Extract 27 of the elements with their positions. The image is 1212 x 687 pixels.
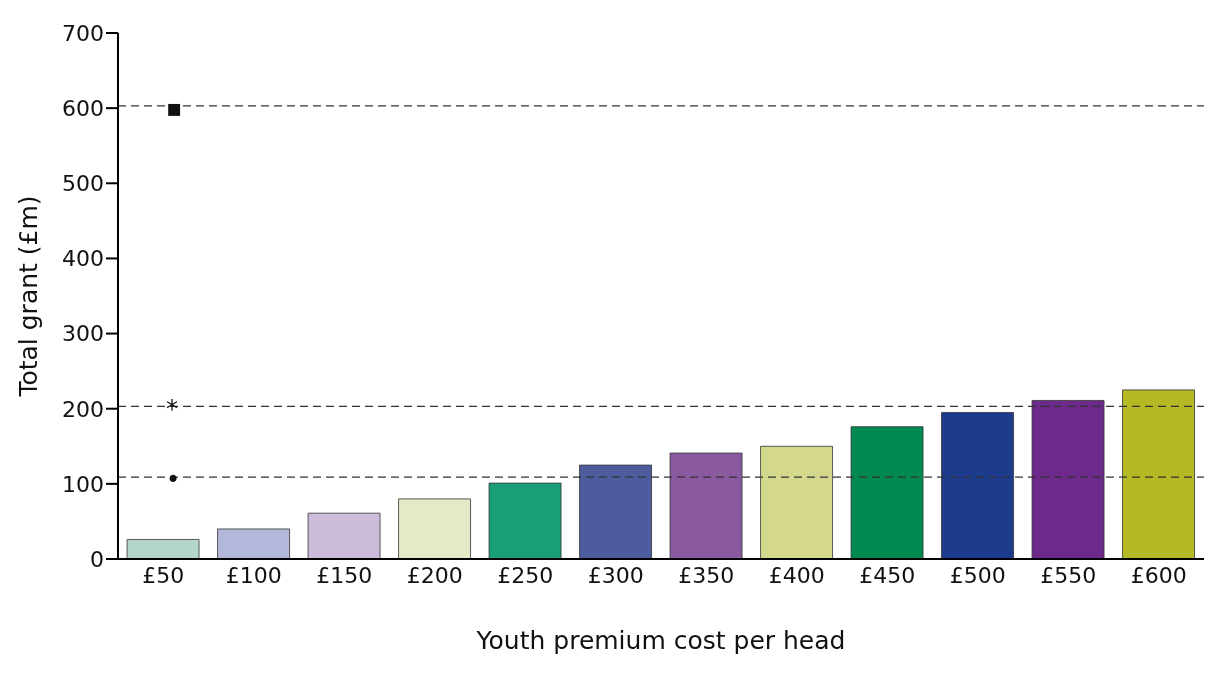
x-tick-label: £250	[497, 562, 554, 588]
x-tick-label: £600	[1130, 562, 1187, 588]
y-tick-label: 400	[62, 246, 104, 272]
bar	[398, 498, 471, 559]
x-tick-label: £50	[142, 562, 185, 588]
y-axis-title: Total grant (£m)	[13, 195, 43, 398]
bar	[126, 539, 200, 559]
bar	[307, 512, 381, 559]
x-tick-label: £100	[225, 562, 282, 588]
x-axis-title: Youth premium cost per head	[475, 626, 846, 655]
x-tick-label: £200	[406, 562, 463, 588]
x-tick-label: £150	[316, 562, 373, 588]
y-tick-label: 200	[62, 396, 104, 422]
y-tick-label: 700	[62, 20, 104, 46]
x-tick-label: £450	[859, 562, 916, 588]
y-tick-label: 100	[62, 471, 104, 497]
bar	[217, 528, 290, 559]
y-tick-label: 0	[90, 546, 104, 572]
y-tick-label: 300	[62, 321, 104, 347]
y-tick-label: 500	[62, 171, 104, 197]
x-tick-label: £550	[1040, 562, 1097, 588]
bar	[488, 482, 562, 559]
x-tick-label: £350	[678, 562, 735, 588]
x-tick-label: £300	[587, 562, 644, 588]
y-tick-label: 600	[62, 95, 104, 121]
x-tick-label: £400	[768, 562, 825, 588]
x-tick-label: £500	[949, 562, 1006, 588]
